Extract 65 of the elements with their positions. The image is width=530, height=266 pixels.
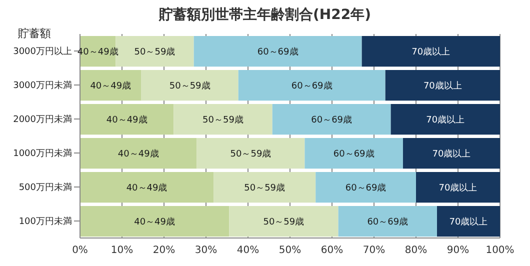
text: 50～59歳 (244, 183, 286, 194)
text: 40～49歳 (90, 81, 132, 92)
bar (80, 172, 214, 203)
y-tick-label: 100万円未満 (18, 216, 72, 228)
text: 60～69歳 (333, 149, 374, 160)
y-tick-label: 500万円未満 (18, 182, 72, 194)
text: 40～49歳 (118, 149, 159, 160)
text: 70歳以上 (432, 149, 471, 160)
bar (80, 104, 174, 135)
text: 50～59歳 (230, 149, 272, 160)
text: 70歳以上 (412, 47, 450, 58)
text: 50～59歳 (134, 47, 176, 58)
text: 70歳以上 (449, 217, 488, 228)
bar (416, 172, 500, 203)
y-axis-title: 貯蓄額 (18, 26, 51, 41)
y-tick-label: 3000万円未満 (13, 80, 72, 92)
y-tick-label: 1000万円未満 (13, 148, 72, 160)
bar (238, 70, 386, 101)
x-tick-label: 30% (194, 245, 218, 256)
bar (385, 70, 500, 101)
series-label: 50～59歳 (169, 80, 210, 92)
text: 50～59歳 (202, 115, 244, 126)
text: 60～69歳 (367, 217, 408, 228)
text: 70歳以上 (426, 115, 465, 126)
x-tick-label: 80% (404, 245, 428, 256)
text: 40～49歳 (106, 115, 148, 126)
x-tick-label: 100% (486, 245, 514, 256)
x-tick-label: 60% (320, 245, 344, 256)
bar (80, 138, 197, 169)
text: 60～69歳 (345, 183, 386, 194)
x-tick-label: 20% (152, 245, 176, 256)
y-tick-label: 2000万円未満 (13, 114, 72, 126)
x-tick-label: 10% (110, 245, 134, 256)
x-tick-label: 50% (278, 245, 302, 256)
text: 50～59歳 (263, 217, 304, 228)
bar (214, 172, 316, 203)
series-label: 60～69歳 (291, 80, 332, 92)
series-label: 40～49歳 (77, 46, 118, 58)
bar (196, 138, 305, 169)
x-tick-label: 70% (362, 245, 386, 256)
bar (80, 70, 142, 101)
chart-title: 貯蓄額別世帯主年齢割合(H22年) (158, 6, 372, 24)
y-tick-label: 3000万円以上 (13, 46, 72, 58)
bar (80, 206, 230, 237)
bar (390, 104, 500, 135)
text: 70歳以上 (438, 183, 478, 194)
series-label: 70歳以上 (423, 80, 462, 92)
bar (437, 206, 500, 237)
bar (304, 138, 403, 169)
x-tick-label: 0% (72, 245, 88, 256)
text: 40～49歳 (134, 217, 176, 228)
x-tick-label: 90% (446, 245, 470, 256)
bar (229, 206, 338, 237)
x-tick-label: 40% (236, 245, 260, 256)
text: 60～69歳 (257, 47, 298, 58)
bar (174, 104, 272, 135)
bar (272, 104, 391, 135)
bar (316, 172, 416, 203)
text: 60～69歳 (311, 115, 352, 126)
bar (141, 70, 238, 101)
text: 40～49歳 (126, 183, 168, 194)
bar (362, 36, 500, 67)
bar (338, 206, 437, 237)
bar (402, 138, 500, 169)
bar (194, 36, 362, 67)
